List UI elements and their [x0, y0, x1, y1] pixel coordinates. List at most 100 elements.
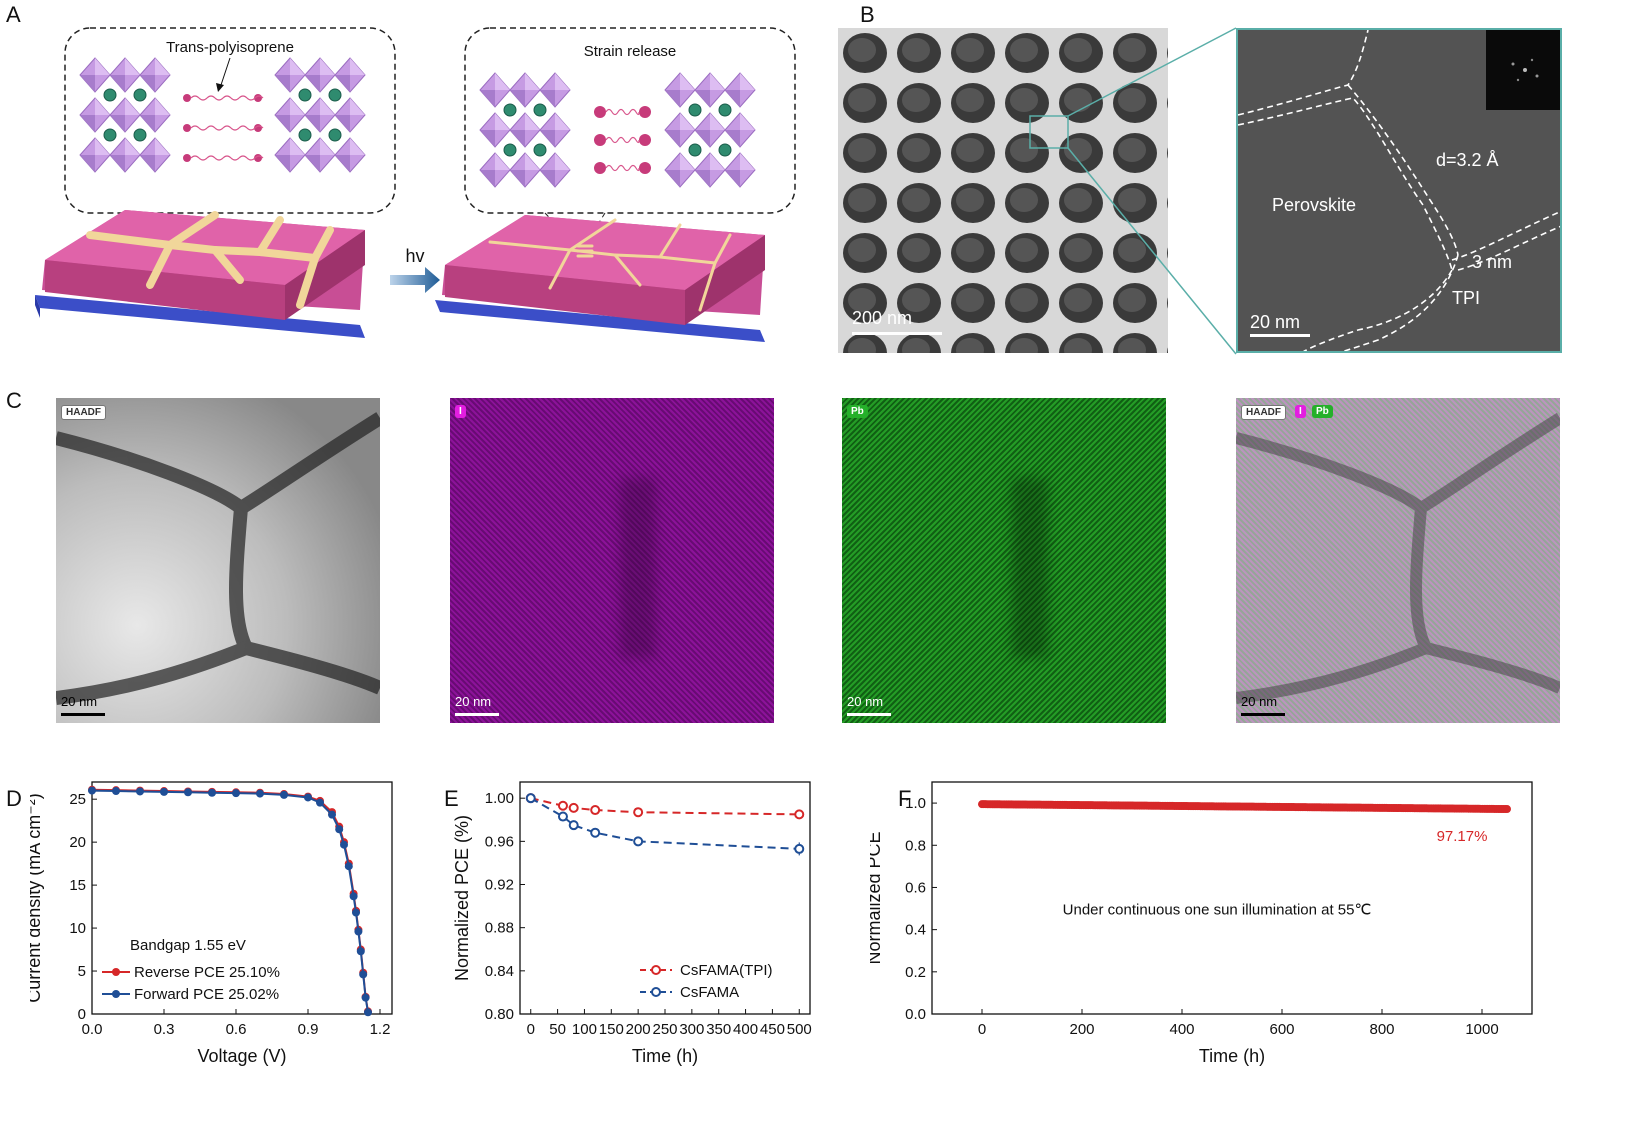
legend-marker-1 — [651, 987, 661, 997]
left-callout-label: Trans-polyisoprene — [166, 39, 294, 56]
x-tick-label: 100 — [572, 1021, 597, 1038]
annotation-bandgap: Bandgap 1.55 eV — [130, 937, 246, 954]
x-tick-label: 0.3 — [154, 1021, 175, 1038]
y-tick-label: 5 — [78, 963, 86, 980]
right-film — [435, 215, 765, 342]
right-perovskite-lattice — [479, 72, 756, 188]
overlay-boundaries — [1236, 412, 1560, 704]
zoom-connector — [1067, 27, 1237, 355]
x-tick-label: 800 — [1369, 1021, 1394, 1038]
data-point-1 — [160, 787, 168, 796]
x-tick-label: 200 — [626, 1021, 651, 1038]
data-point — [1503, 805, 1511, 814]
data-point-1 — [208, 788, 216, 797]
chart-stability-e: 0 50 100 150 200 250 300 350 400 450 500 0.80 0.84 0.… — [452, 781, 812, 1066]
x-tick-label: 0.9 — [298, 1021, 319, 1038]
data-point-1 — [335, 825, 344, 834]
chart-stability-f: 0 200 400 600 800 1000 0.0 0.2 0.4 0.6 0.8 1.0 Time … — [870, 781, 1533, 1066]
overlay-tag-iodine: I — [1295, 405, 1306, 418]
left-callout-box — [64, 27, 396, 214]
data-point-0 — [557, 800, 568, 811]
data-point-1 — [136, 787, 144, 796]
data-point-0 — [633, 807, 644, 818]
data-point-1 — [304, 793, 312, 802]
y-tick-label: 20 — [69, 834, 86, 851]
x-tick-label: 0.0 — [82, 1021, 103, 1038]
y-tick-label: 0.8 — [905, 837, 926, 854]
right-callout-label: Strain release — [584, 43, 677, 60]
x-tick-label: 600 — [1269, 1021, 1294, 1038]
y-tick-label: 15 — [69, 877, 86, 894]
data-point-0 — [590, 805, 601, 816]
lead-map: Pb 20 nm — [842, 398, 1166, 723]
y-tick-label: 0.80 — [485, 1006, 514, 1023]
y-tick-label: 1.0 — [905, 795, 926, 812]
haadf-boundaries — [56, 412, 380, 705]
panel-letter-f: F — [898, 786, 912, 811]
y-axis-label: Normalized PCE — [870, 831, 884, 964]
scale-bar-lead — [847, 713, 891, 716]
panel-letter-d: D — [6, 786, 22, 811]
plot-frame — [931, 781, 1533, 1015]
x-tick-label: 1000 — [1465, 1021, 1498, 1038]
series-line-1 — [91, 789, 369, 1013]
overlay-map: HAADF I Pb 20 nm — [1236, 398, 1560, 723]
data-point-0 — [568, 802, 579, 813]
scale-bar-20nm-b — [1250, 334, 1310, 337]
panel-letter-a: A — [6, 2, 21, 27]
data-point-1 — [340, 840, 348, 849]
scale-bar-label-20nm-b: 20 nm — [1250, 312, 1301, 332]
legend-label-1: CsFAMA — [680, 984, 739, 1001]
legend-label-0: CsFAMA(TPI) — [680, 962, 773, 979]
y-tick-label: 0.92 — [485, 877, 514, 894]
data-point-1 — [328, 810, 336, 819]
x-axis-label: Voltage (V) — [197, 1046, 286, 1066]
scale-bar-200nm — [852, 332, 942, 335]
legend-label-1: Forward PCE 25.02% — [134, 986, 279, 1003]
x-tick-label: 0.6 — [226, 1021, 247, 1038]
chart-jv-curve: 0.0 0.3 0.6 0.9 1.2 0 5 10 15 20 25 Voltage (V) Curr… — [30, 781, 393, 1066]
data-point-1 — [256, 789, 264, 798]
legend-marker-1 — [112, 990, 120, 998]
grain-boundaries — [1238, 30, 1560, 351]
panel-a-schematic: Trans-polyisoprene hv — [35, 27, 796, 342]
panel-letter-e: E — [444, 786, 459, 811]
y-tick-label: 0.0 — [905, 1006, 926, 1023]
data-point-1 — [184, 788, 192, 797]
tem-image-zoom: Perovskite d=3.2 Å 3 nm TPI 20 nm — [1236, 28, 1562, 353]
legend-marker-0 — [651, 965, 661, 975]
y-tick-label: 0.96 — [485, 833, 514, 850]
data-point-1 — [361, 993, 370, 1002]
scale-bar-label-200nm: 200 nm — [852, 308, 913, 328]
lead-tag: Pb — [847, 405, 868, 418]
annotation-illumination: Under continuous one sun illumination at… — [1063, 902, 1372, 919]
y-axis-label: Normalized PCE (%) — [452, 815, 472, 981]
x-tick-label: 250 — [652, 1021, 677, 1038]
scale-bar-overlay — [1241, 713, 1285, 716]
data-point-1 — [364, 1008, 372, 1017]
x-tick-label: 350 — [706, 1021, 731, 1038]
iodine-tag: I — [455, 405, 466, 418]
overlay-tag-haadf: HAADF — [1241, 405, 1286, 420]
plot-frame — [91, 781, 393, 1015]
data-point-1 — [344, 862, 353, 871]
data-point-1 — [356, 947, 365, 956]
x-tick-label: 50 — [549, 1021, 566, 1038]
data-point-1 — [349, 892, 358, 901]
data-point-1 — [568, 820, 579, 831]
y-tick-label: 0.84 — [485, 963, 514, 980]
left-film — [35, 210, 365, 338]
iodine-map: I 20 nm — [450, 398, 774, 723]
panel-letter-b: B — [860, 2, 875, 27]
x-tick-label: 300 — [679, 1021, 704, 1038]
data-point-1 — [88, 786, 96, 795]
y-tick-label: 0.2 — [905, 964, 926, 981]
data-point-1 — [352, 908, 360, 917]
compressed-polymer-chains — [594, 106, 651, 174]
y-tick-label: 0 — [78, 1006, 86, 1023]
scale-bar-label-lead: 20 nm — [847, 694, 884, 709]
data-point-1 — [590, 827, 601, 838]
scale-bar-label-iodine: 20 nm — [455, 694, 492, 709]
scale-bar-label-overlay: 20 nm — [1241, 694, 1278, 709]
tpi-label: TPI — [1452, 288, 1481, 308]
